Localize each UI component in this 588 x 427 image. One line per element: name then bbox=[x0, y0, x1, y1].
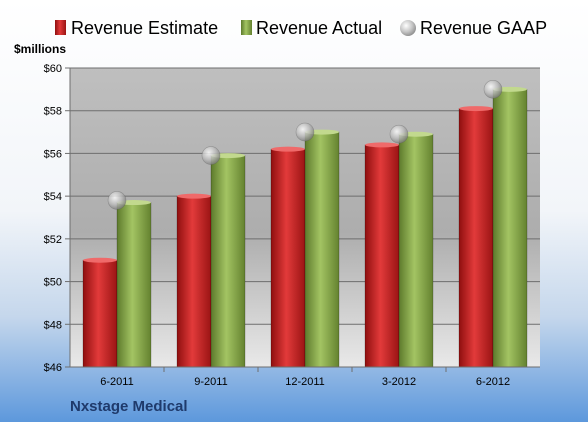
bar-actual bbox=[492, 89, 528, 368]
y-tick-label: $50 bbox=[44, 277, 62, 289]
unit-label: $millions bbox=[14, 42, 66, 56]
x-tick-label: 3-2012 bbox=[382, 376, 416, 388]
x-tick-label: 6-2011 bbox=[100, 376, 133, 388]
y-axis: $46 $48 $50 $52 $54 $56 $58 $60 bbox=[44, 63, 71, 374]
bar-estimate-cap bbox=[271, 146, 305, 152]
legend-swatch-actual bbox=[241, 20, 252, 35]
bar-estimate bbox=[270, 148, 306, 368]
y-tick-label: $54 bbox=[44, 191, 62, 203]
bar-actual bbox=[210, 155, 246, 368]
x-tick-label: 6-2012 bbox=[476, 376, 510, 388]
y-tick-label: $48 bbox=[44, 319, 62, 331]
x-tick-label: 9-2011 bbox=[194, 376, 227, 388]
gaap-marker bbox=[389, 124, 409, 144]
gaap-marker bbox=[295, 122, 315, 142]
gaap-marker bbox=[201, 146, 221, 165]
x-tick-label: 12-2011 bbox=[285, 376, 325, 388]
legend-label-estimate: Revenue Estimate bbox=[71, 18, 218, 38]
legend-label-gaap: Revenue GAAP bbox=[420, 18, 547, 38]
bar-actual bbox=[398, 133, 434, 368]
bar-estimate-cap bbox=[177, 193, 211, 199]
y-tick-label: $60 bbox=[44, 63, 62, 75]
gaap-marker bbox=[483, 80, 503, 99]
bar-estimate-cap bbox=[83, 257, 117, 263]
legend-item-estimate: Revenue Estimate bbox=[55, 18, 218, 38]
x-axis: 6-2011 9-2011 12-2011 3-2012 6-2012 bbox=[70, 366, 540, 388]
bar-estimate bbox=[176, 195, 212, 368]
gaap-marker bbox=[107, 191, 127, 210]
bar-estimate bbox=[364, 144, 400, 368]
company-label: Nxstage Medical bbox=[70, 398, 188, 415]
legend-swatch-estimate bbox=[55, 20, 66, 35]
bar-estimate bbox=[82, 259, 118, 368]
bars bbox=[82, 86, 528, 368]
legend-item-actual: Revenue Actual bbox=[241, 18, 382, 38]
bar-estimate-cap bbox=[459, 106, 493, 112]
legend: Revenue Estimate Revenue Actual Revenue … bbox=[55, 18, 547, 38]
gaap-markers bbox=[107, 80, 503, 210]
y-tick-label: $52 bbox=[44, 234, 62, 246]
y-tick-label: $46 bbox=[44, 362, 62, 374]
y-tick-label: $58 bbox=[44, 106, 62, 118]
y-tick-label: $56 bbox=[44, 148, 62, 160]
bar-actual bbox=[304, 131, 340, 368]
bar-estimate bbox=[458, 108, 494, 368]
bar-estimate-cap bbox=[365, 142, 399, 148]
bar-actual bbox=[116, 202, 152, 368]
legend-swatch-gaap bbox=[400, 20, 416, 36]
legend-label-actual: Revenue Actual bbox=[256, 18, 382, 38]
legend-item-gaap: Revenue GAAP bbox=[400, 18, 547, 38]
